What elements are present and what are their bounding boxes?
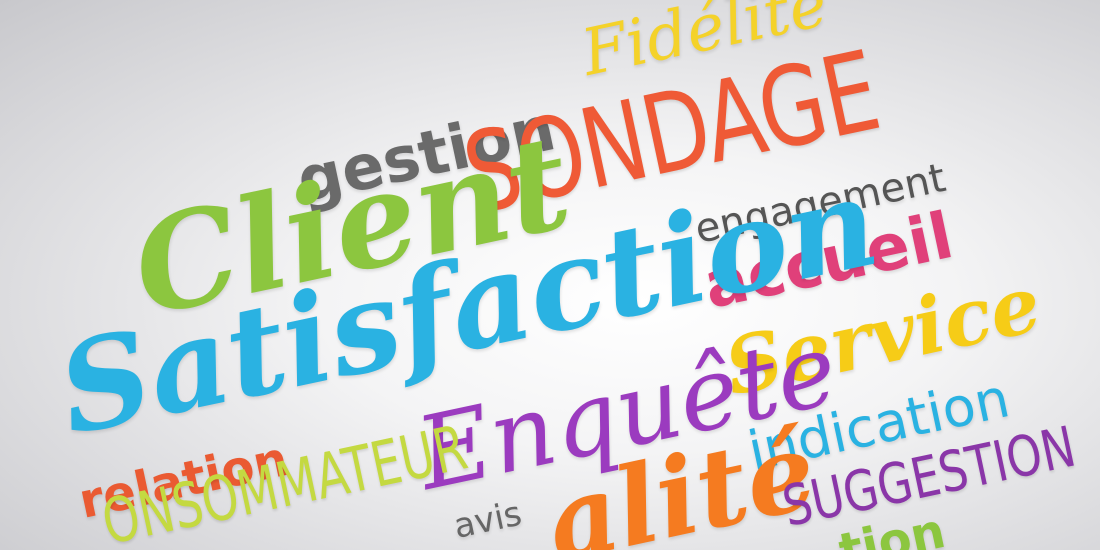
word-cloud: Fidélité gestion SONDAGE engagement Clie… [47, 0, 1081, 550]
